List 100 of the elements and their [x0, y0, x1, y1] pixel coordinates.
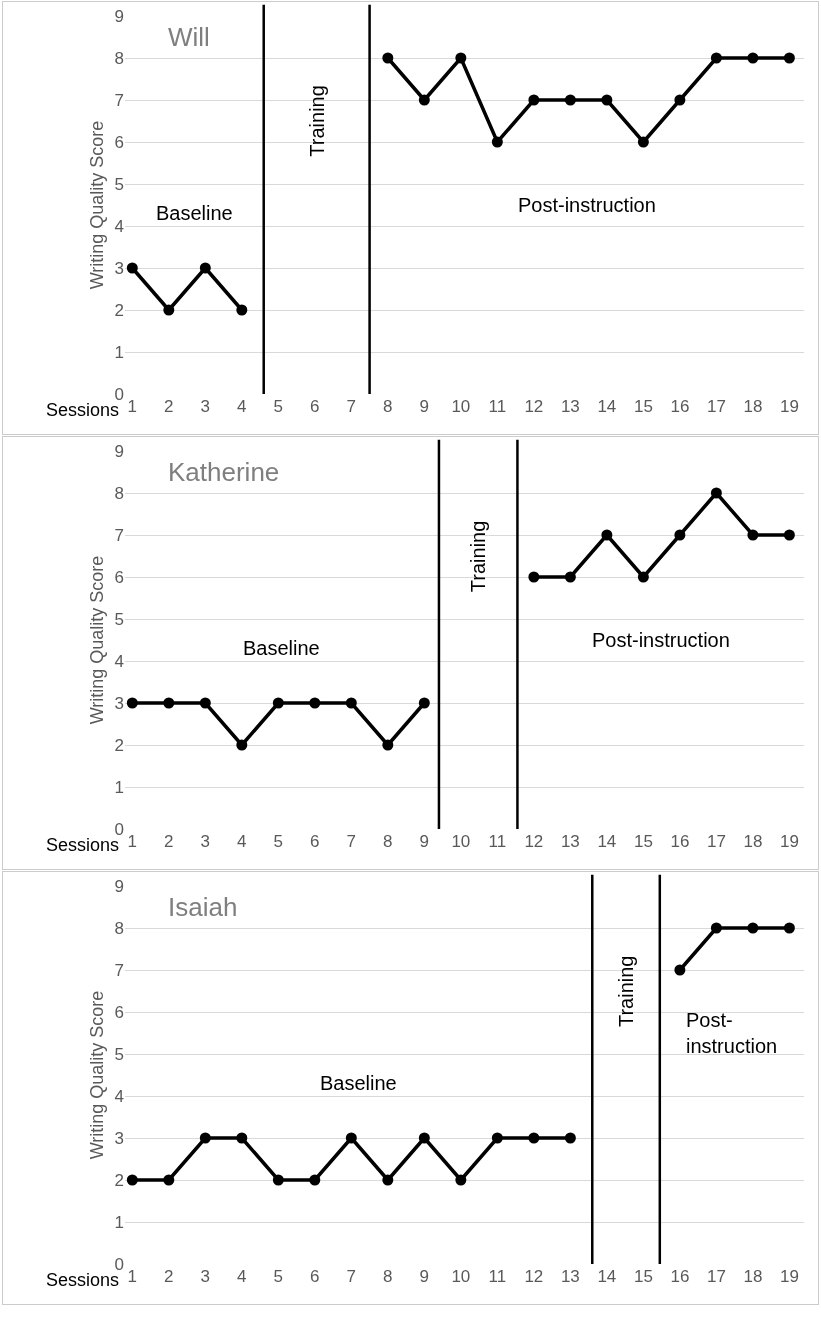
- point: [564, 571, 576, 583]
- point: [710, 52, 722, 64]
- point: [272, 1174, 284, 1186]
- x-tick-label: 2: [164, 397, 174, 416]
- x-tick-label: 8: [383, 1267, 393, 1286]
- x-tick-label: 17: [706, 397, 726, 416]
- y-tick-label: 6: [114, 132, 124, 152]
- point: [674, 964, 686, 976]
- point: [710, 922, 722, 934]
- x-tick-label: 16: [670, 397, 690, 416]
- point: [126, 1174, 138, 1186]
- x-tick-label: 10: [451, 397, 471, 416]
- x-tick-label: 5: [273, 832, 284, 851]
- point: [491, 136, 503, 148]
- chart-title: Katherine: [168, 457, 280, 487]
- x-tick-label: 6: [310, 397, 320, 416]
- y-tick-label: 6: [114, 1002, 124, 1022]
- x-tick-label: 7: [346, 832, 357, 851]
- x-tick-label: 11: [488, 397, 507, 416]
- point: [637, 571, 649, 583]
- point: [236, 1132, 248, 1144]
- annotation: Baseline: [156, 202, 233, 224]
- x-tick-label: 15: [633, 1267, 653, 1286]
- point: [783, 922, 795, 934]
- point: [199, 262, 211, 274]
- point: [126, 697, 138, 709]
- x-tick-label: 14: [597, 1267, 617, 1286]
- y-tick-label: 1: [114, 777, 124, 797]
- y-tick-label: 9: [114, 6, 124, 26]
- x-tick-label: 14: [597, 397, 617, 416]
- point: [418, 697, 430, 709]
- annotation: Training: [615, 955, 638, 1028]
- x-tick-label: 1: [127, 397, 138, 416]
- y-tick-label: 7: [114, 90, 124, 110]
- point: [382, 1174, 394, 1186]
- x-tick-label: 11: [488, 1267, 507, 1286]
- x-tick-label: 9: [419, 397, 430, 416]
- point: [528, 94, 540, 106]
- point: [674, 529, 686, 541]
- y-axis-title: Writing Quality Score: [86, 555, 107, 725]
- x-tick-label: 13: [560, 397, 580, 416]
- point: [528, 571, 540, 583]
- x-tick-label: 6: [310, 832, 320, 851]
- x-tick-label: 7: [346, 397, 357, 416]
- y-tick-label: 8: [114, 918, 124, 938]
- annotation: Post-instruction: [592, 629, 730, 651]
- x-tick-label: 3: [200, 1267, 211, 1286]
- x-tick-label: 12: [524, 1267, 544, 1286]
- y-tick-label: 2: [114, 1170, 124, 1190]
- y-tick-label: 7: [114, 960, 124, 980]
- x-tick-label: 17: [706, 1267, 726, 1286]
- x-tick-label: 12: [524, 397, 544, 416]
- point: [418, 94, 430, 106]
- y-tick-label: 3: [114, 1128, 124, 1148]
- y-tick-label: 4: [114, 216, 124, 236]
- y-tick-label: 1: [114, 1212, 124, 1232]
- y-tick-label: 1: [114, 342, 124, 362]
- y-tick-label: 9: [114, 441, 124, 461]
- point: [455, 1174, 467, 1186]
- point: [783, 529, 795, 541]
- y-tick-label: 7: [114, 525, 124, 545]
- x-tick-label: 4: [237, 1267, 247, 1286]
- x-tick-label: 2: [164, 1267, 174, 1286]
- x-tick-label: 8: [383, 397, 393, 416]
- point: [163, 304, 175, 316]
- x-tick-label: 12: [524, 832, 544, 851]
- point: [747, 52, 759, 64]
- y-tick-label: 5: [114, 609, 124, 629]
- point: [783, 52, 795, 64]
- annotation: Training: [305, 85, 328, 157]
- annotation: Post- instruction: [686, 1009, 778, 1057]
- x-tick-label: 13: [560, 832, 580, 851]
- point: [418, 1132, 430, 1144]
- y-tick-label: 8: [114, 48, 124, 68]
- x-tick-label: 3: [200, 397, 211, 416]
- chart-title: Isaiah: [168, 892, 238, 922]
- x-tick-label: 7: [346, 1267, 357, 1286]
- annotation: Baseline: [320, 1072, 397, 1094]
- point: [637, 136, 649, 148]
- point: [710, 487, 722, 499]
- y-tick-label: 5: [114, 174, 124, 194]
- y-tick-label: 2: [114, 735, 124, 755]
- point: [236, 739, 248, 751]
- point: [455, 52, 467, 64]
- x-tick-label: 14: [597, 832, 617, 851]
- point: [674, 94, 686, 106]
- x-tick-label: 18: [743, 1267, 763, 1286]
- y-tick-label: 8: [114, 483, 124, 503]
- y-tick-label: 6: [114, 567, 124, 587]
- x-tick-label: 4: [237, 397, 247, 416]
- x-tick-label: 9: [419, 832, 430, 851]
- y-tick-label: 3: [114, 258, 124, 278]
- annotation: Training: [467, 520, 490, 593]
- x-tick-label: 3: [200, 832, 211, 851]
- y-tick-label: 3: [114, 693, 124, 713]
- x-tick-label: 16: [670, 832, 690, 851]
- x-tick-label: 9: [419, 1267, 430, 1286]
- x-tick-label: 8: [383, 832, 393, 851]
- x-tick-label: 16: [670, 1267, 690, 1286]
- annotation: Baseline: [243, 637, 320, 659]
